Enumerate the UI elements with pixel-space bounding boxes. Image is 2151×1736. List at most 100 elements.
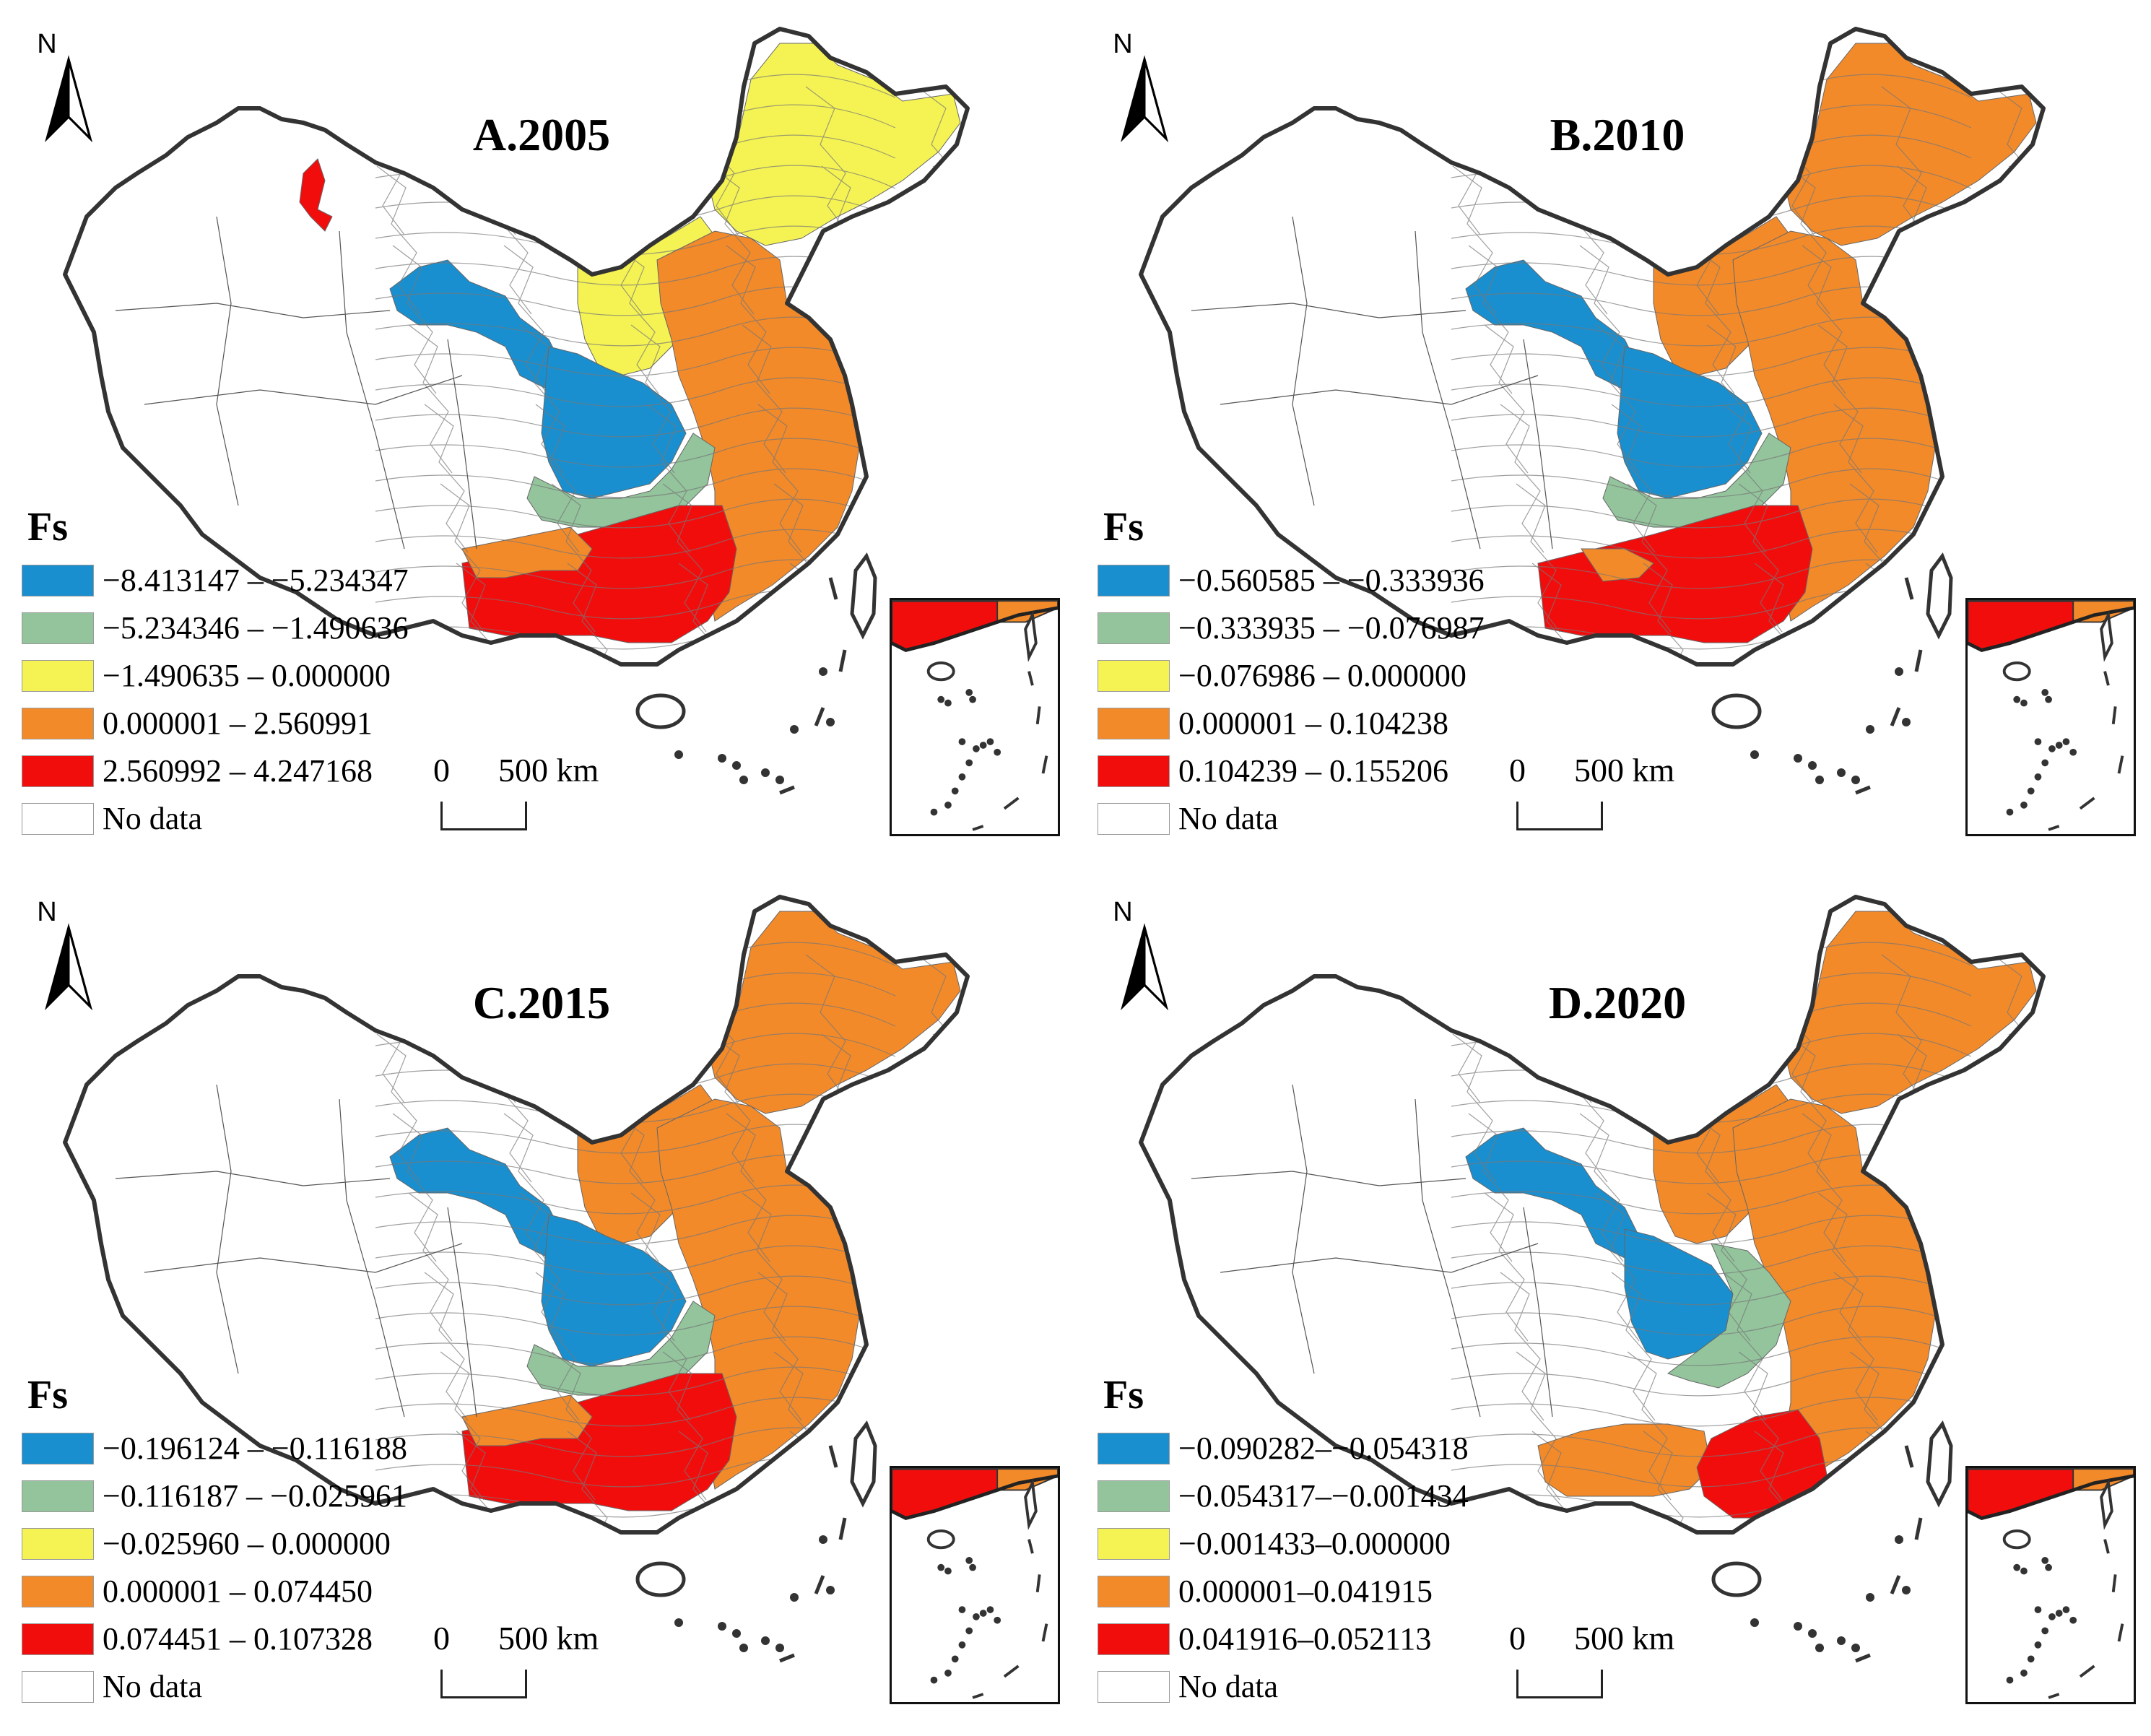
choropleth-map (1139, 895, 2046, 1663)
scale-distance-label: 500 km (1574, 1620, 1675, 1657)
legend-swatch (1098, 612, 1170, 644)
legend-item: 0.000001 – 0.074450 (22, 1573, 469, 1610)
legend-item: −0.196124 – −0.116188 (22, 1430, 469, 1467)
legend-label: No data (103, 1669, 203, 1704)
scale-bar: 0 500 km (1509, 1619, 1697, 1706)
scale-distance-label: 500 km (498, 752, 599, 789)
legend-item: −5.234346 – −1.490636 (22, 609, 469, 647)
legend-label: −0.196124 – −0.116188 (103, 1431, 407, 1466)
choropleth-map (1139, 27, 2046, 795)
south-china-sea-inset (890, 598, 1060, 836)
scale-bar: 0 500 km (1509, 751, 1697, 838)
legend-item: −0.054317–−0.001434 (1098, 1477, 1545, 1515)
north-label: N (1113, 897, 1133, 927)
legend-swatch (1098, 565, 1170, 596)
legend-swatch (1098, 1671, 1170, 1703)
legend-label: No data (103, 801, 203, 836)
legend-swatch (22, 565, 94, 596)
legend-item: −0.560585 – −0.333936 (1098, 562, 1545, 599)
legend-label: No data (1178, 801, 1279, 836)
legend-swatch (1098, 708, 1170, 739)
legend-label: 0.000001 – 0.104238 (1178, 706, 1448, 741)
country-outline (63, 895, 970, 1535)
hainan-island (635, 1561, 686, 1597)
legend-label: No data (1178, 1669, 1279, 1704)
taiwan-island (1926, 552, 1953, 640)
legend-item: −0.333935 – −0.076987 (1098, 609, 1545, 647)
legend-label: 0.000001 – 0.074450 (103, 1574, 373, 1609)
legend-swatch (22, 1528, 94, 1560)
scale-distance-label: 500 km (498, 1620, 599, 1657)
legend-label: 2.560992 – 4.247168 (103, 753, 373, 789)
choropleth-map (63, 895, 970, 1663)
panel-title: B.2010 (1550, 109, 1685, 160)
south-china-sea-inset (890, 1466, 1060, 1704)
legend-item: −0.025960 – 0.000000 (22, 1525, 469, 1563)
map-panel-c: N C.2015 Fs −0.196124 – −0.116188 −0.116187 … (0, 868, 1076, 1736)
legend-label: 0.041916–0.052113 (1178, 1621, 1432, 1657)
legend-item: 0.041916–0.052113 (1098, 1620, 1545, 1658)
legend-label: −0.001433–0.000000 (1178, 1526, 1451, 1561)
legend-item: 0.000001–0.041915 (1098, 1573, 1545, 1610)
hainan-island (1711, 693, 1762, 729)
map-panel-b: N B.2010 Fs −0.560585 – −0.333936 −0.333935 … (1076, 0, 2151, 868)
region-southwest-partial (461, 1394, 593, 1446)
legend-swatch (1098, 755, 1170, 787)
legend-label: −0.560585 – −0.333936 (1178, 563, 1485, 598)
country-outline (1139, 27, 2046, 667)
south-china-sea-inset (1965, 598, 2136, 836)
legend-swatch (1098, 1623, 1170, 1655)
legend-label: −0.025960 – 0.000000 (103, 1526, 391, 1561)
north-label: N (1113, 29, 1133, 59)
legend-label: −8.413147 – −5.234347 (103, 563, 409, 598)
legend-item: 0.000001 – 0.104238 (1098, 705, 1545, 742)
legend-swatch (1098, 1433, 1170, 1464)
legend-label: −1.490635 – 0.000000 (103, 658, 391, 693)
country-outline (63, 27, 970, 667)
legend-swatch (22, 803, 94, 835)
legend-item: No data (22, 800, 469, 838)
north-label: N (37, 29, 57, 59)
hainan-island (1711, 1561, 1762, 1597)
legend-item: −1.490635 – 0.000000 (22, 657, 469, 695)
legend-swatch (1098, 1528, 1170, 1560)
north-arrow-icon (45, 55, 92, 143)
legend-label: 0.000001–0.041915 (1178, 1574, 1433, 1609)
legend-swatch (22, 1433, 94, 1464)
south-china-sea-inset (1965, 1466, 2136, 1704)
legend-item: 0.104239 – 0.155206 (1098, 752, 1545, 790)
legend-label: −0.116187 – −0.025961 (103, 1478, 407, 1514)
north-arrow-icon (1121, 923, 1168, 1011)
legend-swatch (1098, 803, 1170, 835)
legend-item: 0.074451 – 0.107328 (22, 1620, 469, 1658)
legend-item: −0.076986 – 0.000000 (1098, 657, 1545, 695)
map-panel-a: N A.2005 Fs −8.413147 – −5.234347 −5.234346 … (0, 0, 1076, 868)
region-center (1617, 346, 1763, 499)
legend-swatch (1098, 660, 1170, 692)
region-center-south (1602, 433, 1791, 528)
scale-zero-label: 0 (433, 752, 450, 789)
legend-item: −0.090282–−0.054318 (1098, 1430, 1545, 1467)
legend-title: Fs (27, 505, 68, 550)
legend-label: −5.234346 – −1.490636 (103, 610, 409, 646)
region-center-south (526, 433, 716, 528)
taiwan-island (850, 552, 877, 640)
legend-label: −0.090282–−0.054318 (1178, 1431, 1469, 1466)
legend-title: Fs (1103, 505, 1144, 550)
legend-title: Fs (1103, 1373, 1144, 1418)
north-arrow-icon (45, 923, 92, 1011)
scale-bar: 0 500 km (433, 1619, 621, 1706)
legend-item: −0.116187 – −0.025961 (22, 1477, 469, 1515)
region-center-south (526, 1301, 716, 1396)
legend-item: −8.413147 – −5.234347 (22, 562, 469, 599)
legend-item: No data (22, 1668, 469, 1706)
region-center-east (1667, 1243, 1791, 1389)
legend-swatch (22, 1576, 94, 1607)
north-label: N (37, 897, 57, 927)
region-center (541, 346, 687, 499)
legend-swatch (1098, 1480, 1170, 1512)
legend-swatch (22, 660, 94, 692)
legend-swatch (22, 1480, 94, 1512)
country-outline (1139, 895, 2046, 1535)
legend-label: −0.076986 – 0.000000 (1178, 658, 1466, 693)
